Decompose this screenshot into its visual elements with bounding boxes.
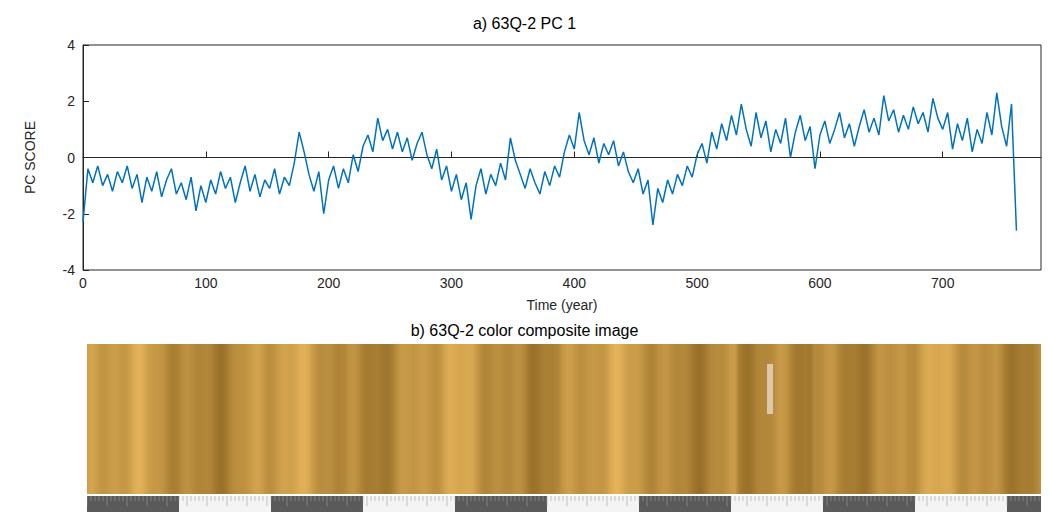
svg-text:100: 100	[194, 275, 218, 291]
html-text:b) 63Q-2 color composite image: b) 63Q-2 color composite image	[410, 322, 639, 339]
svg-text:-2: -2	[63, 206, 76, 222]
svg-text:a) 63Q-2 PC 1: a) 63Q-2 PC 1	[473, 15, 576, 32]
svg-text:0: 0	[79, 275, 87, 291]
svg-text:-4: -4	[63, 262, 76, 278]
svg-text:500: 500	[685, 275, 709, 291]
svg-text:0: 0	[67, 150, 75, 166]
svg-text:Time (year): Time (year)	[526, 297, 597, 313]
svg-text:200: 200	[317, 275, 341, 291]
svg-text:600: 600	[808, 275, 832, 291]
svg-text:2: 2	[67, 93, 75, 109]
svg-text:700: 700	[931, 275, 955, 291]
svg-text:300: 300	[440, 275, 464, 291]
svg-text:400: 400	[563, 275, 587, 291]
svg-text:PC SCORE: PC SCORE	[22, 121, 38, 194]
svg-text:4: 4	[67, 37, 75, 53]
